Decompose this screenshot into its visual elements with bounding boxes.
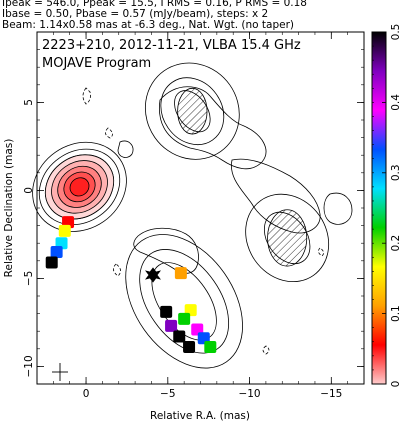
polarization-patch: [58, 224, 71, 237]
y-tick-label: 0: [23, 187, 35, 194]
colorbar-tick-label: 0.5: [390, 24, 402, 41]
colorbar-ticks: 0 0.1 0.2 0.3 0.4 0.5: [372, 24, 402, 388]
colorbar-tick-label: 0.4: [390, 94, 402, 111]
beam-marker: [52, 363, 68, 381]
contour-jet-south: [125, 234, 243, 369]
core-fill-level: [69, 177, 90, 197]
polarization-patch: [160, 305, 173, 318]
header-line-3: Beam: 1.14x0.58 mas at -6.3 deg., Nat. W…: [2, 19, 295, 31]
hatched-lobe-east: [267, 209, 308, 267]
y-tick-label: −5: [23, 271, 35, 286]
polarization-patch: [173, 330, 186, 343]
polarization-patch: [204, 341, 217, 354]
hatched-lobe-north: [177, 87, 208, 135]
negative-contours: [82, 87, 324, 355]
colorbar-tick-label: 0.1: [390, 305, 402, 322]
colorbar: [371, 31, 387, 385]
contour-lobe-north: [160, 77, 225, 146]
hatched-components: [177, 87, 308, 267]
polarization-patch: [183, 341, 196, 354]
contour-core: [32, 141, 127, 232]
colorbar-tick-label: 0.2: [390, 235, 402, 252]
outer-contours: [117, 86, 353, 274]
x-tick-label: −5: [160, 388, 175, 400]
contour-core: [38, 148, 121, 226]
polarization-patch: [178, 312, 191, 325]
colorbar-tick-label: 0.3: [390, 164, 402, 181]
header-line-1: Ipeak = 546.0, Ppeak = 15.5, I RMS = 0.1…: [2, 0, 307, 9]
x-tick-label: −10: [238, 388, 260, 400]
x-axis-label: Relative R.A. (mas): [150, 410, 250, 422]
polarization-patch: [165, 319, 178, 332]
y-tick-label: −10: [23, 355, 35, 377]
plot-title: 2223+210, 2012-11-21, VLBA 15.4 GHz: [42, 38, 301, 53]
axis-ticks: 0 −5 −10 −15 5 0 −5 −10: [23, 31, 365, 400]
colorbar-tick-label: 0: [390, 381, 402, 388]
polarization-patch: [174, 267, 187, 280]
x-tick-label: −15: [320, 388, 342, 400]
black-star-marker: [145, 267, 161, 283]
y-tick-label: 5: [23, 99, 35, 106]
contour-lobe-north: [144, 62, 240, 160]
polarization-patches: [45, 216, 217, 354]
contour-lobe-east: [245, 193, 330, 283]
polarization-patch: [50, 246, 63, 258]
y-axis-label: Relative Declination (mas): [3, 139, 15, 278]
x-tick-label: 0: [83, 388, 90, 400]
header-line-2: Ibase = 0.50, Pbase = 0.57 (mJy/beam), s…: [2, 8, 269, 20]
polarization-patch: [45, 256, 58, 269]
core-intensity-fill: [45, 154, 115, 220]
contour-jet-south: [139, 249, 230, 354]
plot-subtitle: MOJAVE Program: [42, 56, 151, 71]
